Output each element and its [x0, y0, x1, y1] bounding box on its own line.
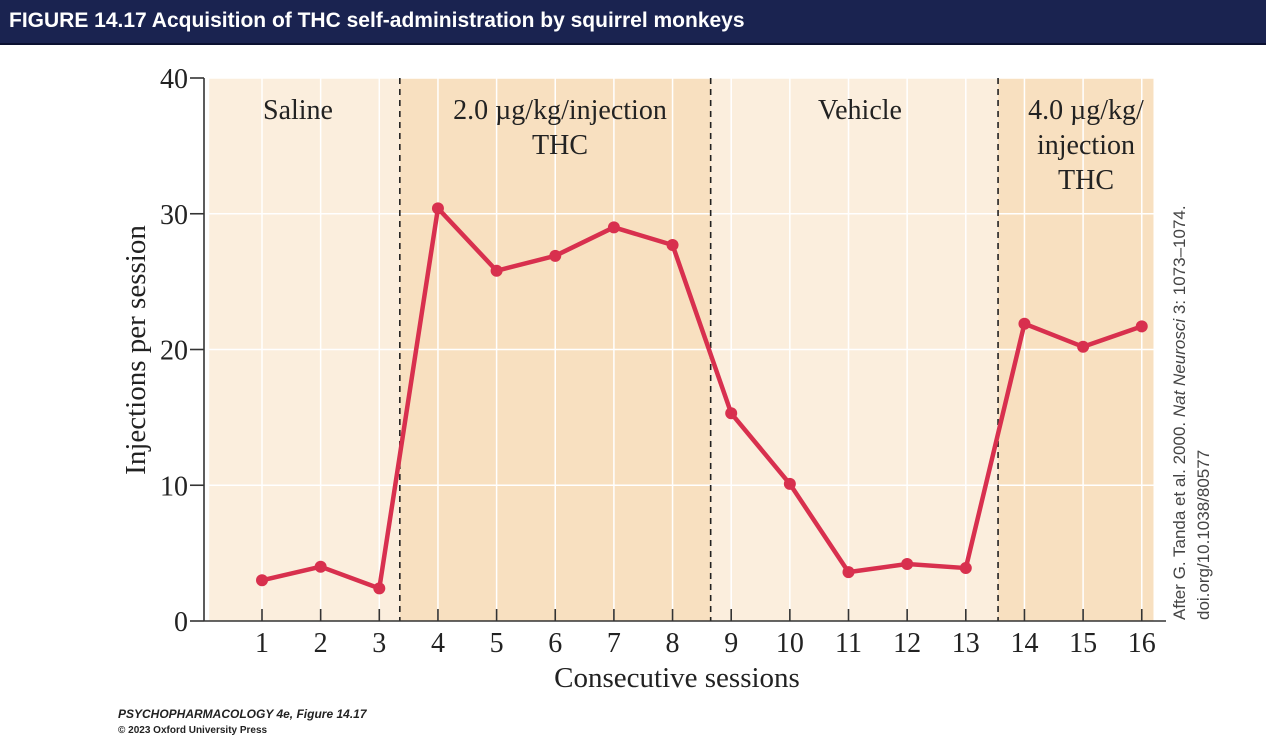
source-note-doi: doi.org/10.1038/80577: [1194, 450, 1213, 620]
data-point: [1018, 317, 1031, 330]
phase-label-2: 2.0 µg/kg/injection: [453, 95, 667, 126]
x-tick-label: 7: [607, 628, 621, 659]
y-tick-label: 10: [160, 471, 188, 502]
source-note-author: After G. Tanda et al. 2000.: [1170, 417, 1189, 620]
x-tick-label: 4: [431, 628, 445, 659]
figure-title-bar: FIGURE 14.17 Acquisition of THC self-adm…: [0, 0, 1266, 45]
phase-dividers: [399, 78, 999, 621]
data-point: [666, 238, 679, 251]
phase-label-2: THC: [532, 130, 588, 161]
x-tick-label: 5: [490, 628, 504, 659]
y-ticks: 0 10 20 30 40: [160, 64, 204, 638]
x-tick-label: 11: [835, 628, 862, 659]
data-point: [783, 477, 796, 490]
phase-label-1: Saline: [263, 95, 333, 126]
data-point: [549, 249, 562, 262]
x-tick-label: 2: [314, 628, 328, 659]
phase-label-3: Vehicle: [818, 95, 902, 126]
figure-title: FIGURE 14.17 Acquisition of THC self-adm…: [9, 9, 745, 32]
data-series: [256, 202, 1148, 595]
book-credit: PSYCHOPHARMACOLOGY 4e, Figure 14.17: [118, 707, 367, 721]
x-axis-label: Consecutive sessions: [554, 662, 800, 694]
data-point: [314, 560, 327, 573]
data-point: [373, 582, 386, 595]
x-tick-label: 3: [372, 628, 386, 659]
x-tick-label: 8: [666, 628, 680, 659]
data-point: [901, 557, 914, 570]
data-point: [256, 574, 268, 587]
x-tick-label: 13: [952, 628, 980, 659]
data-point: [1077, 340, 1090, 353]
data-point: [607, 221, 620, 234]
x-tick-label: 12: [893, 628, 921, 659]
y-tick-label: 40: [160, 64, 188, 95]
x-tick-label: 1: [255, 628, 269, 659]
y-tick-label: 20: [160, 336, 188, 367]
grid-lines: [204, 77, 1166, 621]
data-point: [959, 562, 972, 575]
x-tick-label: 10: [776, 628, 804, 659]
x-tick-label: 6: [548, 628, 562, 659]
x-tick-label: 9: [724, 628, 738, 659]
copyright-notice: © 2023 Oxford University Press: [118, 725, 268, 736]
x-tick-label: 16: [1128, 628, 1156, 659]
data-point: [490, 264, 503, 277]
y-tick-label: 0: [174, 607, 188, 638]
y-tick-label: 30: [160, 200, 188, 231]
svg-text:After G. Tanda et al. 2000. Na: After G. Tanda et al. 2000. Nat Neurosci…: [1170, 205, 1189, 620]
data-point: [431, 202, 444, 215]
data-point: [842, 566, 855, 579]
source-note-volume: 3: 1073–1074.: [1170, 205, 1189, 318]
x-tick-label: 15: [1069, 628, 1097, 659]
data-point: [1135, 320, 1148, 333]
data-point: [725, 407, 738, 420]
phase-label-4: injection: [1037, 130, 1135, 161]
phase-label-4: THC: [1058, 165, 1114, 196]
x-tick-label: 14: [1010, 628, 1038, 659]
series-line: [261, 206, 1143, 591]
source-note-journal: Nat Neurosci: [1170, 318, 1189, 417]
y-axis-label: Injections per session: [120, 225, 152, 475]
source-note: After G. Tanda et al. 2000. Nat Neurosci…: [1170, 205, 1213, 620]
phase-label-4: 4.0 µg/kg/: [1028, 95, 1144, 126]
x-ticks: 1 2 3 4 5 6 7 8 9 10 11 12 13 14 15 16: [255, 609, 1156, 659]
phase-labels: Saline 2.0 µg/kg/injection THC Vehicle 4.0 µ…: [263, 95, 1144, 196]
